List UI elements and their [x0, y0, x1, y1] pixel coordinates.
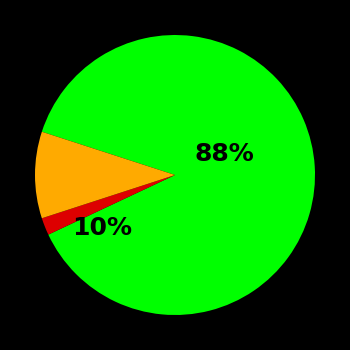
Wedge shape	[35, 132, 175, 218]
Text: 10%: 10%	[72, 216, 132, 240]
Wedge shape	[42, 35, 315, 315]
Text: 88%: 88%	[194, 142, 254, 166]
Wedge shape	[42, 175, 175, 234]
